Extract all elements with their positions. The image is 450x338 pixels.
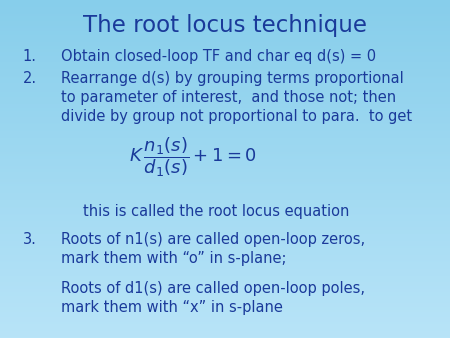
Text: Rearrange d(s) by grouping terms proportional
to parameter of interest,  and tho: Rearrange d(s) by grouping terms proport… [61, 71, 412, 124]
Text: The root locus technique: The root locus technique [83, 14, 367, 37]
Text: Roots of d1(s) are called open-loop poles,
mark them with “x” in s-plane: Roots of d1(s) are called open-loop pole… [61, 281, 365, 315]
Text: Roots of n1(s) are called open-loop zeros,
mark them with “o” in s-plane;: Roots of n1(s) are called open-loop zero… [61, 232, 365, 266]
Text: 3.: 3. [22, 232, 36, 246]
Text: 1.: 1. [22, 49, 36, 64]
Text: 2.: 2. [22, 71, 36, 86]
Text: $K\,\dfrac{n_1(s)}{d_1(s)}+1=0$: $K\,\dfrac{n_1(s)}{d_1(s)}+1=0$ [130, 135, 257, 179]
Text: this is called the root locus equation: this is called the root locus equation [83, 204, 349, 219]
Text: Obtain closed-loop TF and char eq d(s) = 0: Obtain closed-loop TF and char eq d(s) =… [61, 49, 376, 64]
